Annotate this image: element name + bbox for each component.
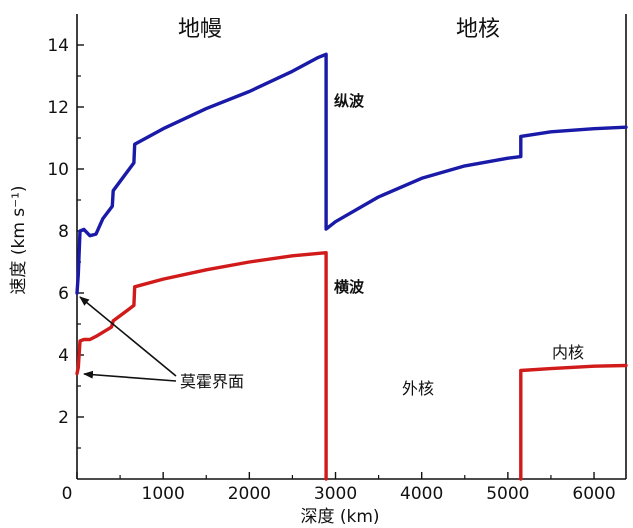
- y-tick-label: 4: [58, 346, 69, 366]
- series-line-0: [75, 52, 628, 295]
- annotation-moho: 莫霍界面: [180, 372, 244, 391]
- x-tick-label: 1000: [142, 484, 185, 504]
- y-tick-label: 14: [47, 36, 69, 56]
- series-label-p-wave: 纵波: [334, 92, 365, 110]
- x-tick-label: 5000: [486, 484, 529, 504]
- series-lines: [75, 52, 628, 481]
- x-tick-label: 6000: [572, 484, 615, 504]
- y-tick-label: 12: [47, 98, 69, 118]
- annotation-inner-core: 内核: [552, 343, 584, 362]
- x-tick-label: 4000: [400, 484, 443, 504]
- axes: [76, 14, 627, 480]
- moho-arrow-upper: [79, 296, 177, 377]
- axis-ticks: 0 1000 2000 3000 4000 5000 6000 2 4 6 8 10 12 14: [47, 36, 615, 504]
- y-tick-label: 10: [47, 160, 69, 180]
- series-line-2: [519, 363, 628, 481]
- y-tick-label: 6: [58, 284, 69, 304]
- region-label-mantle: 地幔: [178, 17, 222, 42]
- moho-arrow-lower: [83, 370, 177, 382]
- annotation-outer-core: 外核: [402, 379, 434, 398]
- x-tick-label: 0: [62, 484, 73, 504]
- y-tick-label: 8: [58, 222, 69, 242]
- series-line-1: [75, 251, 328, 481]
- region-label-core: 地核: [456, 17, 500, 42]
- x-axis-title: 深度 (km): [300, 507, 379, 527]
- y-axis-title: 速度 (km s⁻¹): [9, 185, 29, 294]
- x-tick-label: 2000: [228, 484, 271, 504]
- series-label-s-wave: 横波: [334, 278, 365, 296]
- y-tick-label: 2: [58, 408, 69, 428]
- x-tick-label: 3000: [314, 484, 357, 504]
